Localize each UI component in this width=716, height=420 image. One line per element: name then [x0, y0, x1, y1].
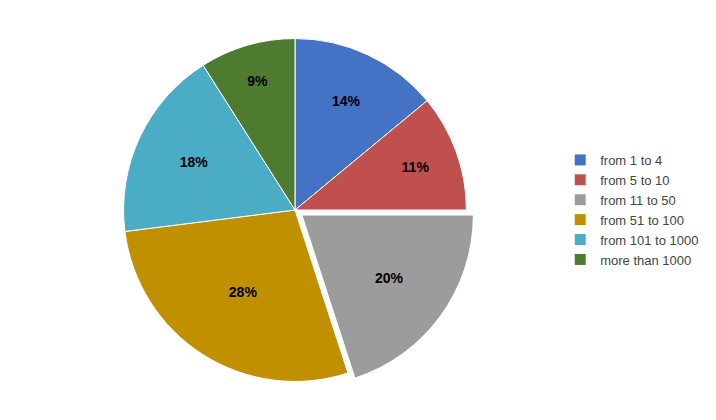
svg-text:11%: 11% — [402, 159, 430, 175]
svg-text:14%: 14% — [332, 93, 361, 109]
svg-text:from 11 to 50: from 11 to 50 — [600, 193, 676, 208]
svg-text:from 5 to 10: from 5 to 10 — [600, 173, 669, 188]
svg-text:from 101 to 1000: from 101 to 1000 — [600, 233, 698, 248]
svg-text:18%: 18% — [180, 154, 209, 170]
svg-text:from 51 to 100: from 51 to 100 — [600, 213, 684, 228]
svg-text:9%: 9% — [247, 73, 268, 89]
svg-text:20%: 20% — [375, 270, 404, 286]
svg-text:from 1 to 4: from 1 to 4 — [600, 153, 662, 168]
svg-text:more than 1000: more than 1000 — [600, 253, 691, 268]
svg-text:28%: 28% — [229, 284, 258, 300]
